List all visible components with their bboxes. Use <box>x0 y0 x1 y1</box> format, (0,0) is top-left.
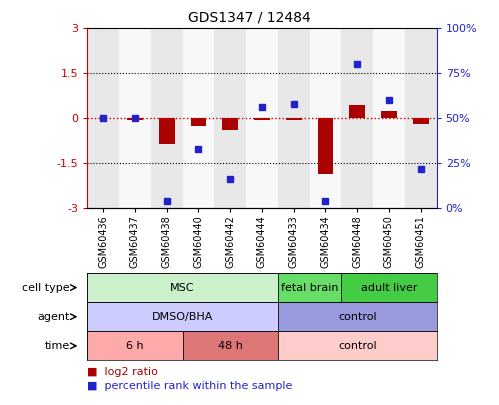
Bar <box>183 331 278 360</box>
Bar <box>381 111 397 118</box>
Text: 6 h: 6 h <box>126 341 144 351</box>
Bar <box>278 273 341 302</box>
Bar <box>254 118 270 120</box>
Text: cell type: cell type <box>22 283 70 292</box>
Bar <box>286 118 302 120</box>
Text: adult liver: adult liver <box>361 283 417 292</box>
Text: 48 h: 48 h <box>218 341 243 351</box>
Bar <box>341 28 373 208</box>
Bar <box>222 118 238 130</box>
Bar <box>341 273 437 302</box>
Bar <box>317 118 333 174</box>
Bar <box>119 28 151 208</box>
Text: control: control <box>338 312 377 322</box>
Text: fetal brain: fetal brain <box>281 283 338 292</box>
Bar <box>278 331 437 360</box>
Bar <box>413 118 429 124</box>
Bar <box>349 105 365 118</box>
Bar <box>151 28 183 208</box>
Text: ■  percentile rank within the sample: ■ percentile rank within the sample <box>87 381 293 391</box>
Bar <box>278 302 437 331</box>
Text: ■  log2 ratio: ■ log2 ratio <box>87 367 158 377</box>
Text: MSC: MSC <box>170 283 195 292</box>
Bar <box>246 28 278 208</box>
Bar <box>309 28 341 208</box>
Bar <box>159 118 175 144</box>
Text: control: control <box>338 341 377 351</box>
Bar <box>87 28 119 208</box>
Bar <box>215 28 246 208</box>
Bar <box>191 118 207 126</box>
Text: agent: agent <box>37 312 70 322</box>
Bar <box>373 28 405 208</box>
Text: GDS1347 / 12484: GDS1347 / 12484 <box>188 10 311 24</box>
Bar <box>87 302 278 331</box>
Bar <box>87 273 278 302</box>
Bar <box>405 28 437 208</box>
Bar <box>278 28 309 208</box>
Bar <box>87 331 183 360</box>
Bar <box>127 118 143 120</box>
Text: DMSO/BHA: DMSO/BHA <box>152 312 213 322</box>
Bar <box>183 28 215 208</box>
Text: time: time <box>44 341 70 351</box>
